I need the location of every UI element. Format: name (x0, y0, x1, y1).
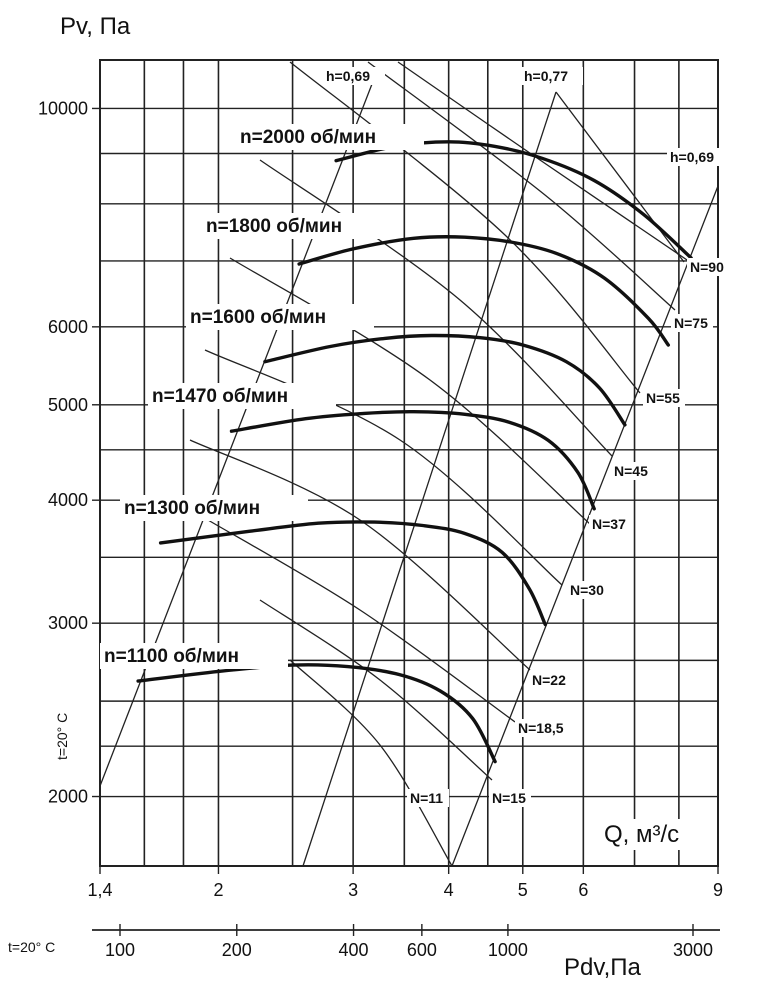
y-tick-label: 4000 (48, 490, 88, 510)
power-curve (289, 659, 453, 867)
x-tick-label: 3 (348, 880, 358, 900)
power-curve (259, 159, 613, 457)
pdv-tick-label: 1000 (488, 940, 528, 960)
efficiency-label-bg (521, 67, 583, 85)
power-curve (397, 61, 691, 263)
pdv-tick-label: 3000 (673, 940, 713, 960)
speed-curve (297, 234, 670, 347)
speed-label: n=1300 об/мин (124, 498, 260, 519)
plot-frame (99, 59, 719, 867)
power-label: N=37 (592, 516, 626, 532)
efficiency-label-bg (667, 148, 729, 166)
pdv-tick-label: 400 (339, 940, 369, 960)
pdv-tick-label: 100 (105, 940, 135, 960)
speed-label-bg (236, 124, 424, 150)
speed-curve (263, 333, 627, 427)
power-label-bg (567, 581, 609, 599)
y-tick-label: 10000 (38, 98, 88, 118)
power-label: N=45 (614, 463, 648, 479)
y-axis-title: Pv, Па (60, 13, 131, 40)
y-tick-label: 3000 (48, 613, 88, 633)
power-label-bg (407, 789, 449, 807)
speed-label: n=1470 об/мин (152, 386, 288, 407)
power-label-bg (589, 515, 631, 533)
x-tick-label: 6 (578, 880, 588, 900)
power-label: N=15 (492, 790, 526, 806)
x-tick-label: 2 (213, 880, 223, 900)
speed-curves (136, 140, 693, 764)
power-label-bg (529, 671, 571, 689)
speed-label: n=1800 об/мин (206, 216, 342, 237)
efficiency-line-right (451, 185, 719, 867)
speed-label-bg (148, 383, 336, 409)
power-curve (204, 349, 563, 586)
x-tick-label: 5 (518, 880, 528, 900)
x-tick-label: 1,4 (87, 880, 112, 900)
speed-label-bg (120, 495, 308, 521)
x-axis-title-bg (600, 819, 684, 850)
speed-curve (229, 409, 596, 511)
speed-curve (136, 663, 497, 764)
power-label-bg (611, 462, 653, 480)
power-label-bg (489, 789, 531, 807)
efficiency-label-bg (323, 67, 385, 85)
speed-label: n=2000 об/мин (240, 127, 376, 148)
y-tick-label: 2000 (48, 787, 88, 807)
power-curve (229, 257, 591, 525)
power-curve (289, 61, 641, 394)
pdv-tick-label: 600 (407, 940, 437, 960)
speed-label-bg (100, 643, 288, 669)
speed-curve (158, 520, 547, 627)
efficiency-label: h=0,77 (524, 68, 568, 84)
pdv-temperature-note: t=20° C (8, 939, 55, 955)
power-label-bg (643, 389, 685, 407)
power-curve (207, 519, 516, 723)
speed-label-bg (186, 304, 374, 330)
pdv-tick-label: 200 (222, 940, 252, 960)
power-label: N=75 (674, 315, 708, 331)
speed-label: n=1100 об/мин (104, 646, 239, 667)
power-curve (189, 439, 531, 671)
y-tick-label: 6000 (48, 317, 88, 337)
efficiency-label: h=0,69 (670, 149, 714, 165)
speed-label: n=1600 об/мин (190, 307, 326, 328)
power-lines (189, 61, 691, 867)
efficiency-line-middle (302, 91, 557, 867)
power-label: N=30 (570, 582, 604, 598)
y-tick-label: 5000 (48, 395, 88, 415)
efficiency-label: h=0,69 (326, 68, 370, 84)
speed-label-bg (202, 213, 390, 239)
power-label-bg (687, 258, 729, 276)
x-tick-label: 9 (713, 880, 723, 900)
power-label: N=22 (532, 672, 566, 688)
power-curve (367, 61, 676, 311)
power-label: N=18,5 (518, 720, 564, 736)
labels: 1,4 2 3 4 5 6 9 2000 3000 4000 5000 6000 10000 100 200… (38, 67, 729, 960)
x-tick-label: 4 (444, 880, 454, 900)
power-label: N=11 (410, 790, 443, 806)
power-label-bg (671, 314, 713, 332)
pdv-axis-title: Pdv,Па (564, 954, 641, 981)
efficiency-line-top (555, 91, 685, 263)
power-label-bg (515, 719, 575, 737)
side-temperature-note: t=20° C (54, 713, 70, 760)
power-label: N=55 (646, 390, 680, 406)
x-axis-title: Q, м³/с (604, 821, 679, 848)
power-curve (259, 599, 493, 781)
power-label: N=90 (690, 259, 724, 275)
